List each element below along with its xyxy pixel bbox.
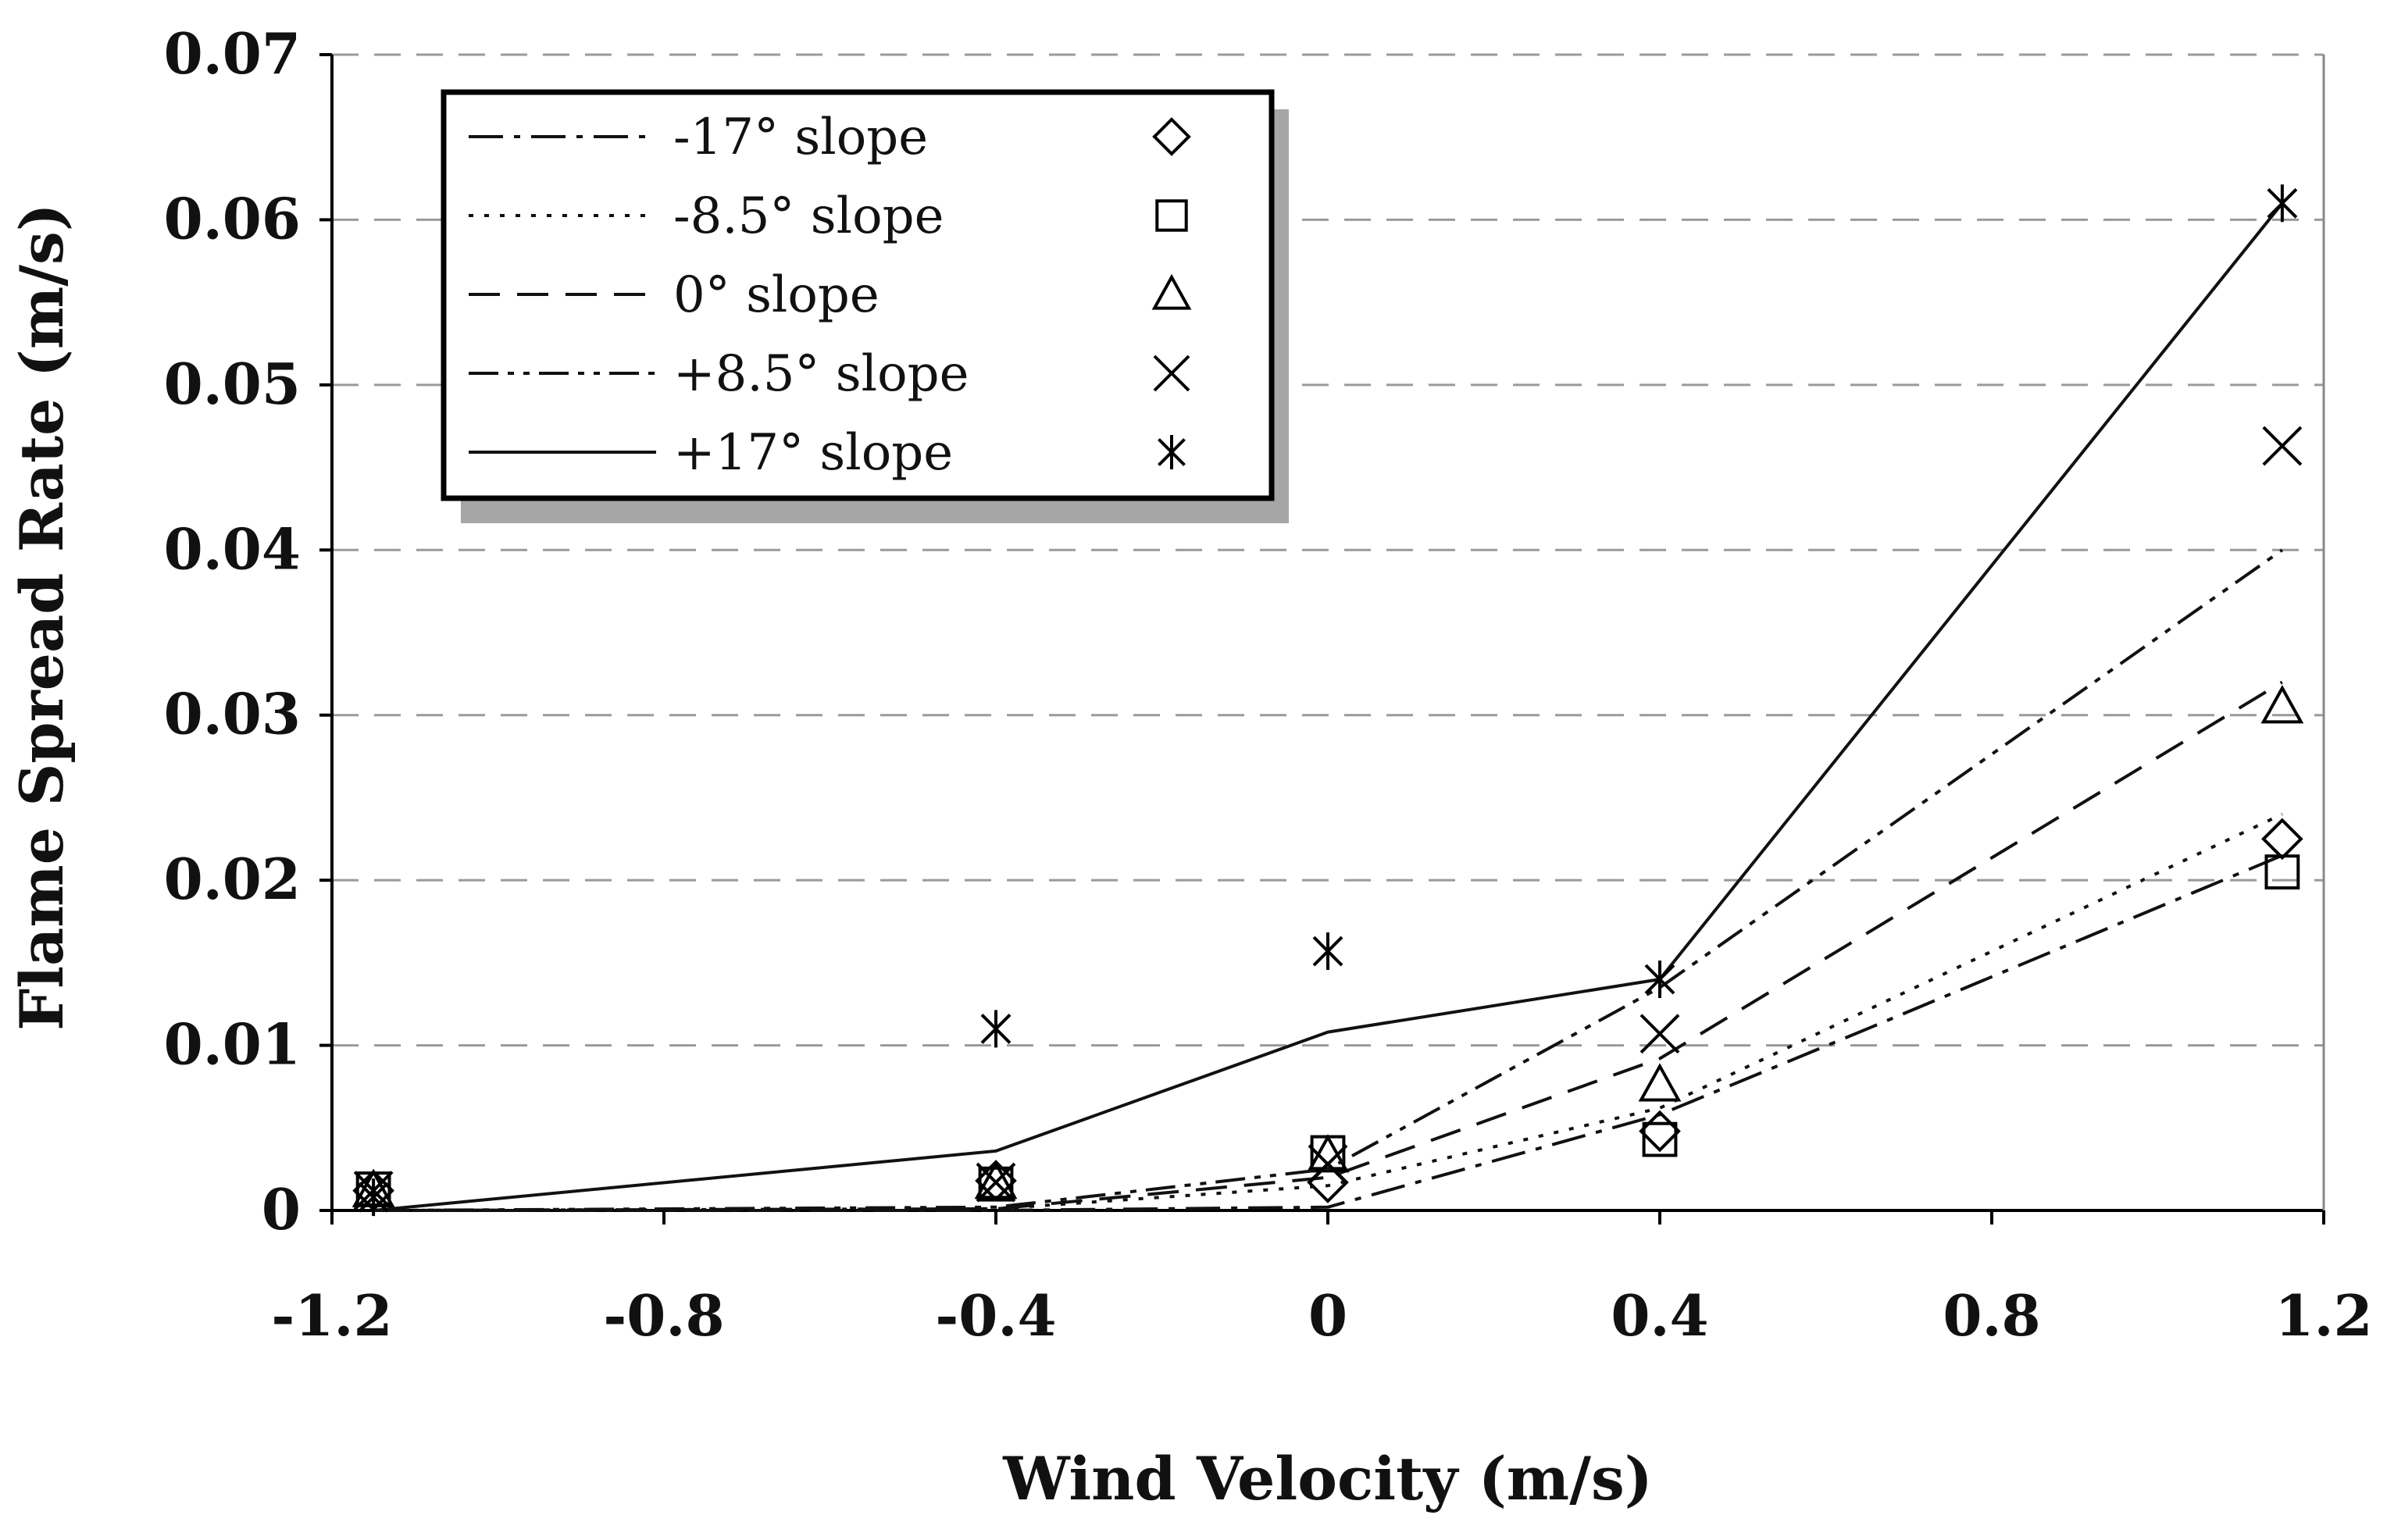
series-line-3 [373, 548, 2284, 1212]
series-2-point-4 [2260, 685, 2304, 724]
x-tick-label-6: 1.2 [2275, 1282, 2372, 1349]
plot-series [351, 184, 2304, 1217]
y-tick-label-1: 0.01 [164, 1011, 301, 1078]
series-3-point-4 [2262, 426, 2303, 466]
x-axis-title: Wind Velocity (m/s) [1002, 1444, 1652, 1513]
x-tick-label-4: 0.4 [1611, 1282, 1708, 1349]
series-4 [358, 184, 2298, 1217]
series-1-point-1 [978, 1166, 1014, 1202]
legend-marker-4 [1158, 435, 1186, 469]
legend-label-1: -8.5° slope [673, 187, 944, 245]
grid-lines [332, 53, 2324, 1047]
series-line-4 [373, 202, 2284, 1212]
series-1 [355, 812, 2300, 1212]
y-tick-label-3: 0.03 [164, 681, 301, 747]
y-tick-label-4: 0.04 [164, 515, 301, 582]
series-4-point-4 [2267, 184, 2298, 223]
series-1-point-3 [1642, 1121, 1678, 1157]
y-tick-label-6: 0.06 [164, 185, 301, 251]
legend-label-3: +8.5° slope [673, 345, 969, 403]
x-tick-label-1: -0.8 [603, 1282, 724, 1349]
series-0-point-3 [1639, 1110, 1681, 1153]
legend-marker-0 [1152, 117, 1191, 156]
y-tick-label-0: 0 [262, 1176, 301, 1242]
series-0-point-4 [2261, 818, 2303, 861]
tick-labels: 0 0.01 0.02 0.03 0.04 0.05 0.06 0.07 -1.2 -0.8 -0.… [164, 20, 2373, 1349]
series-3-point-1 [976, 1162, 1016, 1203]
legend: -17° slope -8.5° slope 0° slope +8.5° slope… [441, 89, 1289, 523]
series-4-point-2 [1312, 932, 1343, 971]
series-0 [352, 818, 2303, 1212]
x-tick-label-5: 0.8 [1943, 1282, 2040, 1349]
series-2-point-1 [974, 1160, 1018, 1200]
legend-label-0: -17° slope [673, 109, 928, 166]
series-3 [353, 426, 2303, 1212]
y-tick-label-2: 0.02 [164, 846, 301, 912]
series-2-point-3 [1638, 1063, 1682, 1102]
series-line-1 [373, 812, 2283, 1212]
legend-marker-2 [1151, 273, 1192, 310]
series-4-point-0 [358, 1178, 389, 1217]
x-tick-label-0: -1.2 [271, 1282, 392, 1349]
series-1-point-4 [2264, 854, 2300, 889]
series-3-point-2 [1308, 1144, 1348, 1185]
series-4-point-1 [980, 1010, 1012, 1048]
y-tick-label-7: 0.07 [164, 20, 301, 87]
x-tick-label-2: -0.4 [935, 1282, 1056, 1349]
series-line-2 [373, 680, 2283, 1212]
y-axis-title: Flame Spread Rate (m/s) [7, 203, 77, 1031]
legend-label-4: +17° slope [673, 424, 953, 482]
legend-marker-3 [1153, 355, 1190, 392]
legend-label-2: 0° slope [673, 266, 880, 324]
series-3-point-3 [1640, 1014, 1680, 1054]
x-tick-label-3: 0 [1308, 1282, 1347, 1349]
y-tick-label-5: 0.05 [164, 351, 301, 417]
series-4-point-3 [1644, 961, 1675, 998]
legend-marker-1 [1155, 199, 1188, 232]
legend-entries: -17° slope -8.5° slope 0° slope +8.5° slope… [469, 109, 1192, 482]
